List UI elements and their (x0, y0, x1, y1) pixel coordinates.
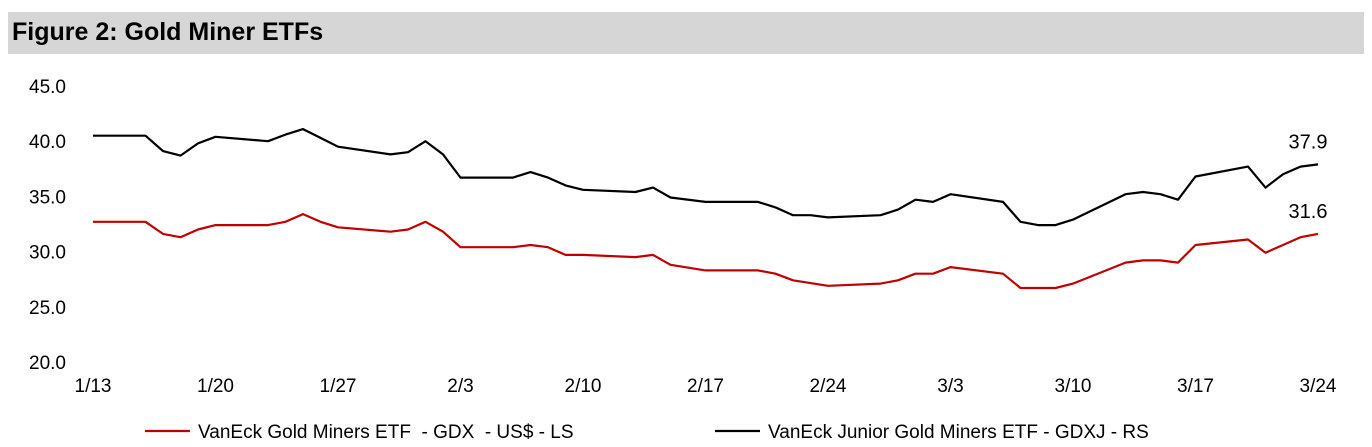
y-tick-label: 45.0 (29, 77, 66, 98)
series-lines (93, 128, 1319, 290)
legend-label: VanEck Gold Miners ETF - GDX - US$ - LS (198, 422, 574, 443)
x-tick-label: 2/17 (687, 376, 724, 397)
end-value-label: 31.6 (1289, 201, 1328, 223)
y-axis: 20.0 25.0 30.0 35.0 40.0 45.0 (29, 77, 66, 374)
y-tick-label: 35.0 (29, 187, 66, 208)
x-tick-label: 1/20 (197, 376, 234, 397)
x-tick-label: 2/24 (810, 376, 847, 397)
y-tick-label: 30.0 (29, 243, 66, 264)
legend-label: VanEck Junior Gold Miners ETF - GDXJ - R… (768, 422, 1149, 443)
end-labels: 31.6 37.9 (1289, 131, 1328, 223)
x-tick-label: 2/10 (565, 376, 602, 397)
y-tick-label: 40.0 (29, 132, 66, 153)
series-line-gdxj (93, 128, 1319, 227)
series-line-gdx (93, 213, 1319, 290)
x-tick-label: 3/3 (937, 376, 963, 397)
x-tick-label: 3/17 (1177, 376, 1214, 397)
x-tick-label: 2/3 (447, 376, 473, 397)
x-tick-label: 3/10 (1055, 376, 1092, 397)
end-value-label: 37.9 (1289, 131, 1328, 153)
x-tick-label: 1/27 (320, 376, 357, 397)
x-axis: 1/13 1/20 1/27 2/3 2/10 2/17 2/24 3/3 3/10 3/17 3/… (75, 376, 1337, 397)
y-tick-label: 25.0 (29, 298, 66, 319)
y-tick-label: 20.0 (29, 353, 66, 374)
x-tick-label: 1/13 (75, 376, 112, 397)
title-bar (8, 12, 1364, 54)
x-tick-label: 3/24 (1300, 376, 1337, 397)
legend: VanEck Gold Miners ETF - GDX - US$ - LS V… (145, 422, 1149, 443)
chart-title: Figure 2: Gold Miner ETFs (12, 18, 324, 46)
